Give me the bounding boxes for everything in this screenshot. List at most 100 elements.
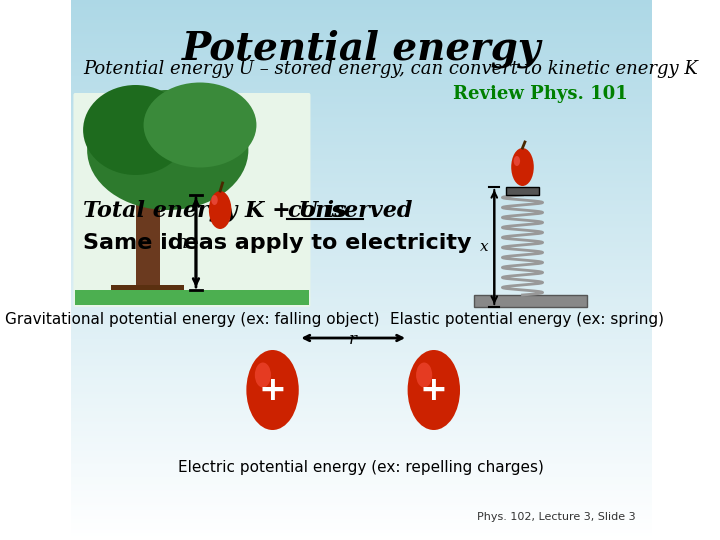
Bar [71,399,652,400]
Bar [71,493,652,494]
Bar [71,106,652,107]
Bar [71,60,652,61]
Bar [71,235,652,236]
Bar [71,233,652,234]
Bar [71,53,652,54]
Bar [71,475,652,476]
Bar [71,425,652,426]
Bar [71,488,652,489]
Bar [71,151,652,152]
Bar [71,107,652,108]
Bar [71,217,652,218]
Bar [71,122,652,123]
Bar [71,462,652,463]
Bar [71,31,652,32]
Bar [71,497,652,498]
Text: x: x [480,240,489,254]
Bar [71,285,652,286]
Bar [71,177,652,178]
Bar [71,24,652,25]
Bar [71,116,652,117]
Bar [71,507,652,508]
Bar [71,496,652,497]
Bar [71,117,652,118]
Bar [71,211,652,212]
Bar [71,408,652,409]
Bar [71,243,652,244]
Bar [71,348,652,349]
Bar [71,190,652,191]
Bar [71,500,652,501]
Bar [71,167,652,168]
Bar [71,30,652,31]
Bar [71,504,652,505]
Bar [71,511,652,512]
Bar [71,286,652,287]
Bar [71,521,652,522]
Bar [71,175,652,176]
Bar [71,232,652,233]
Bar [71,335,652,336]
Bar [71,400,652,401]
Bar [71,197,652,198]
Bar [71,239,652,240]
Bar [71,259,652,260]
Bar [71,434,652,435]
Bar [71,300,652,301]
Bar [71,166,652,167]
Bar [71,369,652,370]
Bar [71,352,652,353]
Bar [71,364,652,365]
Bar [71,144,652,145]
Bar [71,156,652,157]
Bar [71,524,652,525]
Bar [71,132,652,133]
Bar [71,133,652,134]
Bar [71,314,652,315]
Bar [71,184,652,185]
Bar [474,295,587,307]
Bar [71,139,652,140]
Bar [71,396,652,397]
Bar [71,252,652,253]
Bar [71,313,652,314]
Bar [71,304,652,305]
Bar [71,52,652,53]
Bar [71,330,652,331]
Bar [71,8,652,9]
Bar [71,194,652,195]
Bar [71,195,652,196]
Bar [71,448,652,449]
Bar [71,442,652,443]
Bar [71,374,652,375]
Bar [71,306,652,307]
Bar [71,265,652,266]
Ellipse shape [246,350,299,430]
Bar [71,178,652,179]
Bar [71,430,652,431]
Bar [71,505,652,506]
Bar [71,359,652,360]
Bar [71,84,652,85]
Bar [71,317,652,318]
Bar [71,11,652,12]
Bar [71,283,652,284]
Bar [71,78,652,79]
Bar [71,215,652,216]
Bar [71,98,652,99]
Bar [71,0,652,1]
Bar [71,420,652,421]
Bar [71,149,652,150]
Bar [71,183,652,184]
Bar [71,142,652,143]
Bar [71,356,652,357]
Bar [71,464,652,465]
Bar [71,249,652,250]
Bar [71,71,652,72]
Bar [71,192,652,193]
Text: Total energy K + U is: Total energy K + U is [83,200,354,222]
Bar [71,87,652,88]
Bar [71,141,652,142]
Bar [71,128,652,129]
Bar [71,315,652,316]
